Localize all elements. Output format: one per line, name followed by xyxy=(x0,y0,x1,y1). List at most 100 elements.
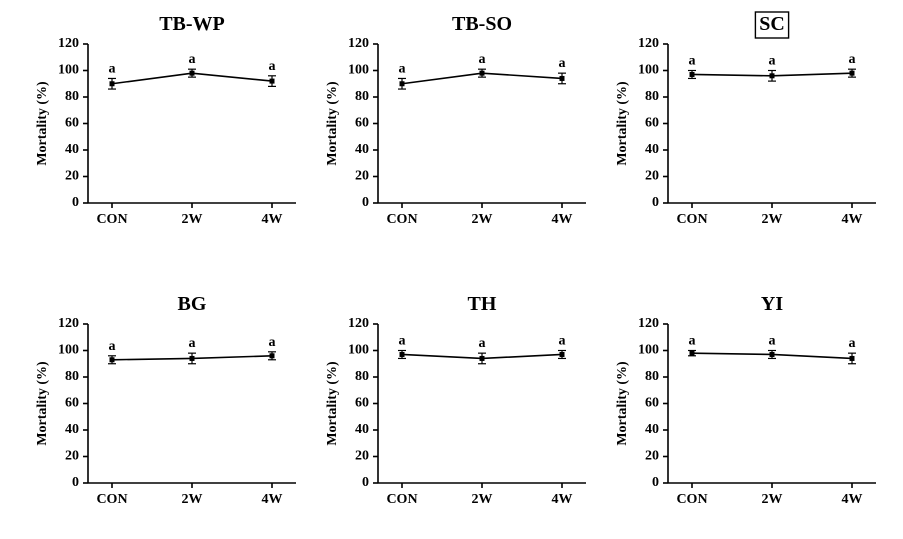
y-tick-label: 80 xyxy=(355,89,369,104)
y-tick-label: 0 xyxy=(362,195,369,210)
sig-letter: a xyxy=(849,336,856,351)
y-tick-label: 120 xyxy=(58,316,79,331)
y-tick-label: 40 xyxy=(645,142,659,157)
y-axis-label: Mortality (%) xyxy=(35,81,50,166)
y-tick-label: 120 xyxy=(58,36,79,51)
y-tick-label: 120 xyxy=(638,316,659,331)
y-tick-label: 80 xyxy=(65,89,79,104)
y-tick-label: 60 xyxy=(65,396,79,411)
y-tick-label: 120 xyxy=(348,36,369,51)
x-tick-label: 4W xyxy=(262,492,283,507)
y-tick-label: 120 xyxy=(638,36,659,51)
y-tick-label: 80 xyxy=(645,89,659,104)
chart-panel: 020406080100120CON2W4WMortality (%)YIaaa xyxy=(610,290,890,525)
y-tick-label: 20 xyxy=(65,449,79,464)
y-tick-label: 40 xyxy=(355,422,369,437)
y-tick-label: 40 xyxy=(355,142,369,157)
y-tick-label: 100 xyxy=(638,343,659,358)
sig-letter: a xyxy=(109,339,116,354)
x-tick-label: CON xyxy=(96,212,127,227)
data-marker xyxy=(400,352,405,357)
y-tick-label: 20 xyxy=(65,169,79,184)
sig-letter: a xyxy=(479,52,486,67)
sig-letter: a xyxy=(479,336,486,351)
x-tick-label: 2W xyxy=(182,212,203,227)
y-tick-label: 60 xyxy=(355,116,369,131)
panel-title: TB-WP xyxy=(159,13,225,35)
panel-title: SC xyxy=(759,13,785,35)
data-marker xyxy=(850,356,855,361)
chart-panel: 020406080100120CON2W4WMortality (%)SCaaa xyxy=(610,10,890,245)
x-tick-label: 4W xyxy=(262,212,283,227)
chart-panel: 020406080100120CON2W4WMortality (%)THaaa xyxy=(320,290,600,525)
data-marker xyxy=(480,71,485,76)
y-tick-label: 60 xyxy=(65,116,79,131)
sig-letter: a xyxy=(689,54,696,69)
data-marker xyxy=(560,352,565,357)
y-tick-label: 80 xyxy=(65,369,79,384)
y-tick-label: 20 xyxy=(355,449,369,464)
sig-letter: a xyxy=(559,56,566,71)
x-tick-label: 2W xyxy=(762,212,783,227)
x-tick-label: 2W xyxy=(472,212,493,227)
y-tick-label: 0 xyxy=(72,475,79,490)
y-tick-label: 20 xyxy=(645,169,659,184)
y-tick-label: 40 xyxy=(645,422,659,437)
y-tick-label: 0 xyxy=(652,195,659,210)
sig-letter: a xyxy=(399,334,406,349)
data-marker xyxy=(270,353,275,358)
chart-panel: 0 20 40 60 80 100 120 CON 2W 4W Mortality (%) TB-WP… xyxy=(30,10,310,245)
y-tick-label: 100 xyxy=(348,63,369,78)
x-tick-label: CON xyxy=(676,492,707,507)
x-tick-label: CON xyxy=(386,492,417,507)
y-tick-label: 100 xyxy=(58,343,79,358)
data-marker xyxy=(190,356,195,361)
y-tick-label: 80 xyxy=(355,369,369,384)
data-marker xyxy=(850,71,855,76)
sig-letter: a xyxy=(689,334,696,349)
y-tick-label: 60 xyxy=(645,116,659,131)
x-tick-label: 4W xyxy=(842,492,863,507)
data-marker xyxy=(770,352,775,357)
x-tick-label: 4W xyxy=(552,212,573,227)
x-tick-label: CON xyxy=(96,492,127,507)
y-tick-label: 100 xyxy=(58,63,79,78)
data-marker xyxy=(560,76,565,81)
panel-title: BG xyxy=(178,293,207,315)
x-tick-label: 4W xyxy=(842,212,863,227)
y-axis-label: Mortality (%) xyxy=(325,361,340,446)
data-marker xyxy=(190,71,195,76)
x-tick-label: CON xyxy=(386,212,417,227)
y-tick-label: 20 xyxy=(645,449,659,464)
y-tick-label: 40 xyxy=(65,422,79,437)
y-tick-label: 80 xyxy=(645,369,659,384)
y-tick-label: 100 xyxy=(348,343,369,358)
sig-letter: a xyxy=(559,334,566,349)
sig-letter: a xyxy=(269,335,276,350)
data-marker xyxy=(770,73,775,78)
y-tick-label: 40 xyxy=(65,142,79,157)
y-tick-label: 0 xyxy=(72,195,79,210)
y-axis-label: Mortality (%) xyxy=(325,81,340,166)
y-tick-label: 100 xyxy=(638,63,659,78)
data-marker xyxy=(110,357,115,362)
x-tick-label: 2W xyxy=(182,492,203,507)
x-tick-label: 4W xyxy=(552,492,573,507)
sig-letter: a xyxy=(769,54,776,69)
data-marker xyxy=(270,79,275,84)
sig-letter: a xyxy=(849,52,856,67)
y-tick-label: 20 xyxy=(355,169,369,184)
y-tick-label: 0 xyxy=(362,475,369,490)
figure-container: 0 20 40 60 80 100 120 CON 2W 4W Mortality (%) TB-WP… xyxy=(0,0,903,539)
data-marker xyxy=(400,81,405,86)
sig-letter: a xyxy=(189,52,196,67)
panel-title: TB-SO xyxy=(452,13,512,35)
y-tick-label: 60 xyxy=(355,396,369,411)
data-marker xyxy=(690,351,695,356)
sig-letter: a xyxy=(769,334,776,349)
y-axis-label: Mortality (%) xyxy=(615,81,630,166)
sig-letter: a xyxy=(399,61,406,76)
chart-panel: 020406080100120CON2W4WMortality (%)BGaaa xyxy=(30,290,310,525)
y-tick-label: 120 xyxy=(348,316,369,331)
panel-title: YI xyxy=(761,293,783,315)
